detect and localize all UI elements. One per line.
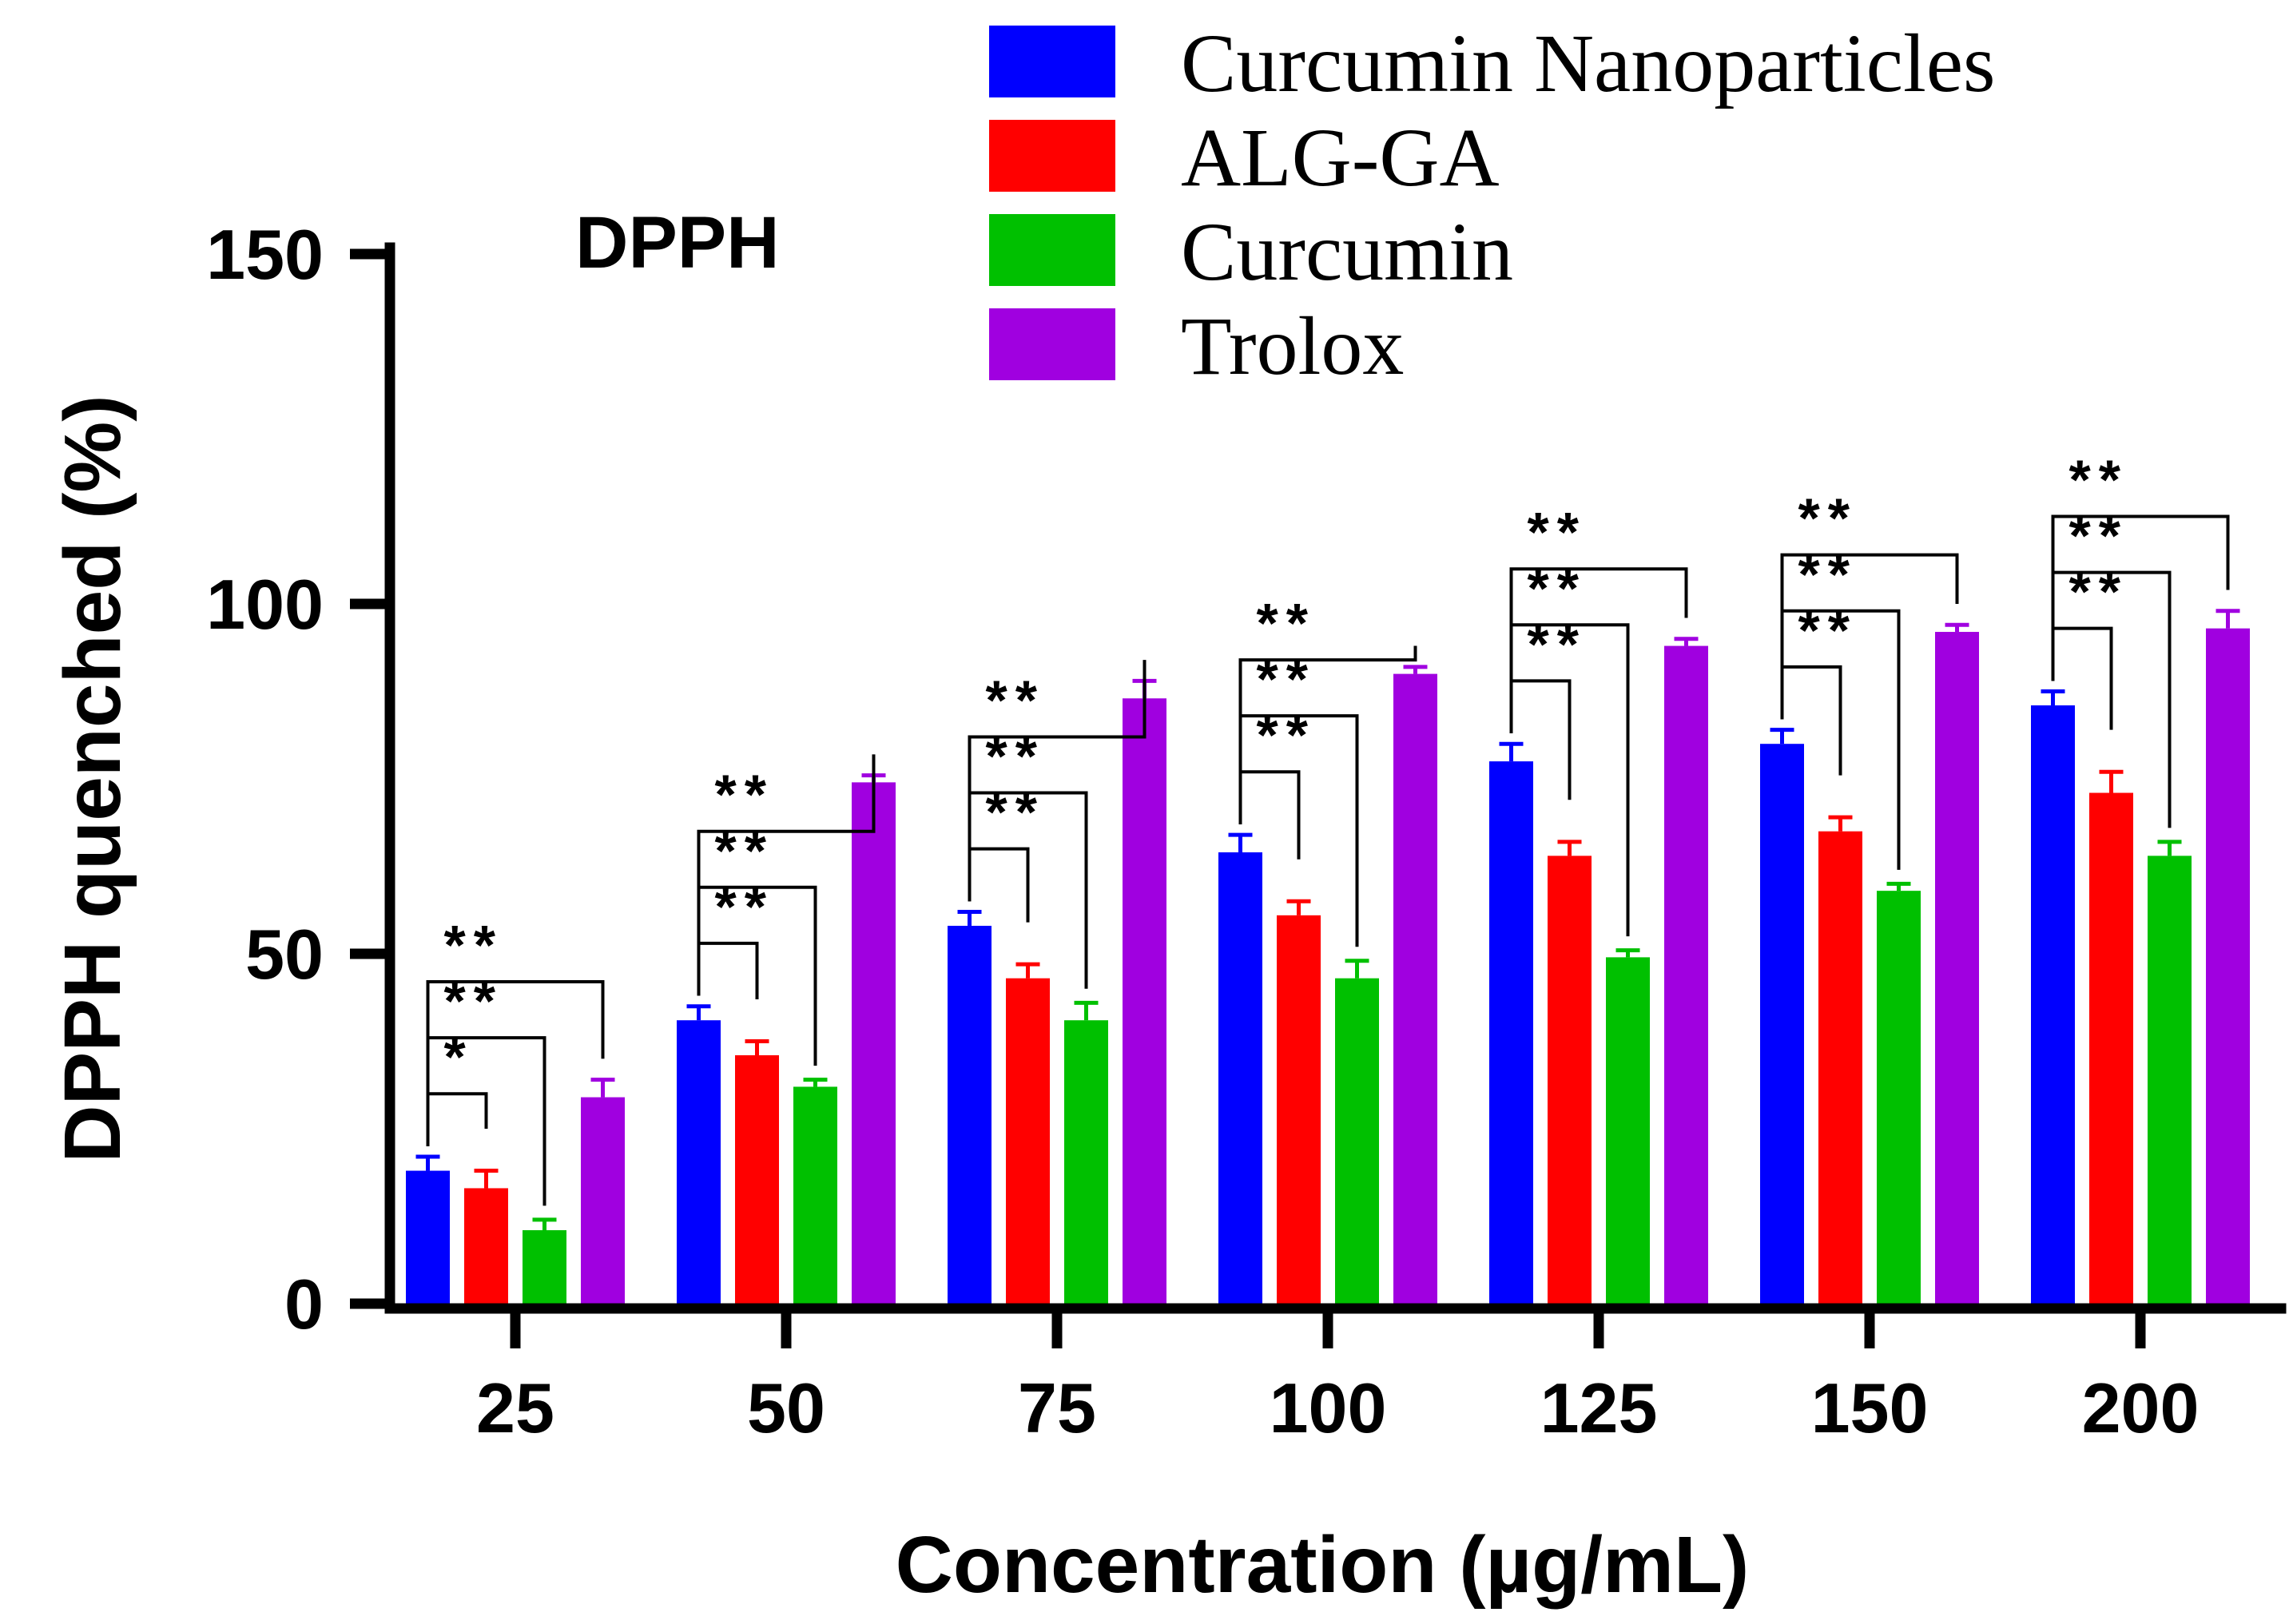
significance-bracket-50-1 — [697, 941, 759, 999]
significance-label-75-2: ** — [986, 725, 1045, 788]
significance-bracket-25-3 — [426, 980, 605, 1146]
bar-50-series-3 — [793, 1086, 837, 1304]
y-tick-label-0: 0 — [284, 1265, 324, 1344]
x-tick-label-25: 25 — [476, 1368, 554, 1447]
bar-50-series-1 — [677, 1020, 721, 1304]
significance-label-75-3: ** — [986, 669, 1045, 731]
bar-50-series-2 — [735, 1055, 779, 1304]
significance-bracket-25-1 — [426, 1092, 488, 1146]
significance-label-50-2: ** — [715, 820, 774, 882]
bar-150-series-3 — [1877, 891, 1921, 1304]
bar-125-series-3 — [1606, 957, 1650, 1304]
legend-label-4: Trolox — [1181, 300, 1404, 392]
bar-100-series-1 — [1218, 852, 1262, 1304]
significance-bracket-125-3 — [1509, 567, 1688, 734]
bar-50-series-4 — [852, 782, 896, 1304]
legend-label-1: Curcumin Nanoparticles — [1181, 18, 1995, 109]
y-ticks: 0 50 100 150 — [206, 215, 390, 1344]
legend-swatch-3 — [989, 214, 1115, 286]
significance-bracket-100-3 — [1238, 645, 1417, 824]
significance-layer: *********** ************ *****************… — [426, 449, 2230, 1206]
bar-100-series-3 — [1335, 978, 1379, 1304]
significance-label-25-3: ** — [444, 914, 503, 976]
x-tick-label-100: 100 — [1270, 1368, 1387, 1447]
significance-label-150-2: ** — [1798, 543, 1858, 606]
chart-title: DPPH — [575, 202, 780, 284]
bar-150-series-2 — [1818, 831, 1862, 1304]
x-ticks: 25 50 75 100 125 150 200 — [476, 1308, 2199, 1447]
bar-200-series-1 — [2031, 705, 2075, 1304]
significance-bracket-50-3 — [697, 754, 876, 996]
bar-25-series-3 — [523, 1230, 566, 1304]
significance-label-100-3: ** — [1257, 592, 1316, 654]
bar-75-series-2 — [1006, 978, 1050, 1304]
bar-200-series-3 — [2148, 856, 2192, 1304]
x-tick-label-50: 50 — [747, 1368, 825, 1447]
significance-label-50-3: ** — [715, 764, 774, 826]
significance-label-200-3: ** — [2069, 449, 2128, 511]
x-axis-title: Concentration (µg/mL) — [896, 1520, 1750, 1610]
y-tick-label-50: 50 — [245, 915, 324, 994]
x-tick-label-150: 150 — [1811, 1368, 1929, 1447]
significance-label-200-2: ** — [2069, 505, 2128, 567]
significance-label-25-2: ** — [444, 970, 503, 1032]
y-tick-label-150: 150 — [206, 215, 324, 294]
legend-swatch-2 — [989, 120, 1115, 192]
significance-label-100-2: ** — [1257, 648, 1316, 710]
legend-swatch-1 — [989, 26, 1115, 97]
bar-100-series-4 — [1393, 673, 1437, 1304]
significance-label-125-3: ** — [1528, 501, 1587, 563]
significance-label-150-1: ** — [1798, 599, 1858, 661]
significance-label-150-3: ** — [1798, 487, 1858, 550]
significance-bracket-100-1 — [1238, 770, 1301, 860]
bars-layer — [406, 628, 2250, 1304]
legend-label-2: ALG-GA — [1181, 112, 1500, 204]
x-tick-label-125: 125 — [1540, 1368, 1658, 1447]
significance-label-75-1: ** — [986, 781, 1045, 844]
x-tick-label-200: 200 — [2082, 1368, 2200, 1447]
axes-layer — [384, 242, 2287, 1314]
bar-200-series-4 — [2206, 628, 2250, 1304]
bar-200-series-2 — [2089, 792, 2133, 1304]
bar-25-series-1 — [406, 1170, 450, 1304]
significance-label-125-2: ** — [1528, 557, 1587, 619]
significance-label-125-1: ** — [1528, 613, 1587, 675]
bar-125-series-1 — [1489, 761, 1533, 1304]
significance-bracket-150-3 — [1780, 553, 1959, 720]
bar-25-series-4 — [581, 1097, 625, 1304]
bar-75-series-4 — [1123, 698, 1166, 1304]
x-tick-label-75: 75 — [1018, 1368, 1096, 1447]
bar-25-series-2 — [464, 1188, 508, 1304]
significance-bracket-200-3 — [2051, 514, 2230, 681]
bar-150-series-4 — [1935, 632, 1979, 1304]
bar-125-series-2 — [1548, 856, 1592, 1304]
significance-label-25-1: * — [444, 1026, 474, 1088]
y-tick-label-100: 100 — [206, 565, 324, 644]
bar-125-series-4 — [1664, 645, 1708, 1304]
legend-swatch-4 — [989, 308, 1115, 380]
bar-75-series-3 — [1064, 1020, 1108, 1304]
significance-label-200-1: ** — [2069, 561, 2128, 623]
legend-label-3: Curcumin — [1181, 206, 1513, 298]
significance-label-100-1: ** — [1257, 704, 1316, 766]
significance-bracket-75-3 — [968, 660, 1146, 902]
bar-75-series-1 — [948, 925, 992, 1304]
significance-label-50-1: ** — [715, 876, 774, 938]
bar-150-series-1 — [1760, 744, 1804, 1304]
y-axis-title: DPPH quenched (%) — [48, 395, 137, 1162]
bar-100-series-2 — [1277, 915, 1321, 1304]
